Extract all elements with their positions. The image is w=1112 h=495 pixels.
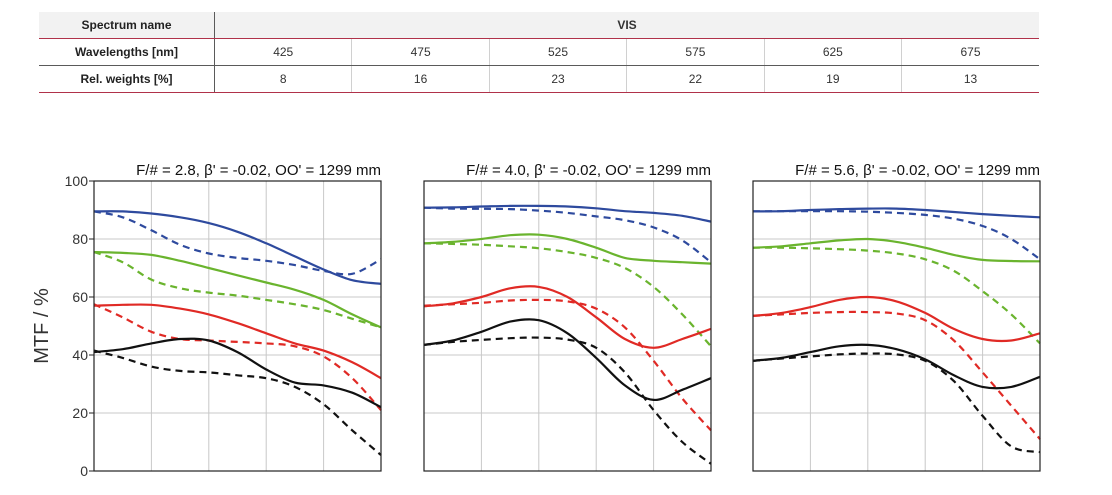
- mtf-curve-sagittal: [93, 210, 382, 276]
- wavelength-cell: 475: [351, 38, 490, 66]
- mtf-curve-tangential: [423, 318, 712, 402]
- mtf-curve-tangential: [423, 204, 712, 223]
- wavelength-cell: 625: [764, 38, 903, 66]
- y-tick-label: 60: [72, 289, 88, 305]
- mtf-curve-sagittal: [423, 206, 712, 264]
- mtf-curve-sagittal: [752, 210, 1041, 261]
- mtf-curve-tangential: [93, 251, 382, 329]
- mtf-curve-sagittal: [752, 246, 1041, 345]
- y-tick-label: 40: [72, 347, 88, 363]
- weight-cell: 23: [489, 65, 628, 93]
- y-tick-label: 20: [72, 405, 88, 421]
- wavelengths-row: Wavelengths [nm] 425 475 525 575 625 675: [39, 38, 1039, 66]
- spectrum-table: Spectrum name VIS Wavelengths [nm] 425 4…: [39, 12, 1039, 93]
- mtf-curve-sagittal: [423, 298, 712, 432]
- weights-label: Rel. weights [%]: [39, 65, 215, 93]
- y-axis-label: MTF / %: [31, 288, 53, 364]
- wavelength-cell: 675: [901, 38, 1039, 66]
- weight-cell: 19: [764, 65, 903, 93]
- wavelength-cell: 525: [489, 38, 628, 66]
- plot-frame: [93, 180, 382, 472]
- mtf-curve-sagittal: [93, 303, 382, 411]
- spectrum-row: Spectrum name VIS: [39, 12, 1039, 39]
- mtf-curve-sagittal: [752, 310, 1041, 440]
- wavelength-cell: 575: [626, 38, 765, 66]
- mtf-curve-sagittal: [93, 251, 382, 329]
- mtf-curve-tangential: [752, 207, 1041, 219]
- chart-title: F/# = 5.6, β' = -0.02, OO' = 1299 mm: [795, 162, 1040, 179]
- wavelength-cell: 425: [214, 38, 353, 66]
- y-tick-label: 80: [72, 231, 88, 247]
- y-tick-label: 0: [80, 463, 88, 479]
- plot-frame: [423, 180, 712, 472]
- y-tick-label: 100: [65, 173, 89, 189]
- mtf-curve-tangential: [93, 337, 382, 409]
- weight-cell: 22: [626, 65, 765, 93]
- mtf-curve-tangential: [423, 233, 712, 265]
- chart-title: F/# = 4.0, β' = -0.02, OO' = 1299 mm: [466, 162, 711, 179]
- wavelengths-label: Wavelengths [nm]: [39, 38, 215, 66]
- weight-cell: 13: [901, 65, 1039, 93]
- mtf-curve-tangential: [752, 237, 1041, 263]
- mtf-curve-sagittal: [752, 352, 1041, 454]
- mtf-curve-tangential: [752, 343, 1041, 390]
- weight-cell: 16: [351, 65, 490, 93]
- mtf-curve-sagittal: [423, 336, 712, 465]
- chart-title: F/# = 2.8, β' = -0.02, OO' = 1299 mm: [136, 162, 381, 179]
- spectrum-name-value: VIS: [214, 12, 1039, 39]
- mtf-curve-tangential: [752, 295, 1041, 343]
- spectrum-name-label: Spectrum name: [39, 12, 215, 39]
- weight-cell: 8: [214, 65, 353, 93]
- mtf-curve-sagittal: [93, 349, 382, 456]
- mtf-curve-tangential: [93, 303, 382, 380]
- mtf-curve-sagittal: [423, 242, 712, 348]
- plot-frame: [752, 180, 1041, 472]
- mtf-curve-tangential: [93, 210, 382, 285]
- weights-row: Rel. weights [%] 8 16 23 22 19 13: [39, 65, 1039, 93]
- mtf-curve-tangential: [423, 285, 712, 349]
